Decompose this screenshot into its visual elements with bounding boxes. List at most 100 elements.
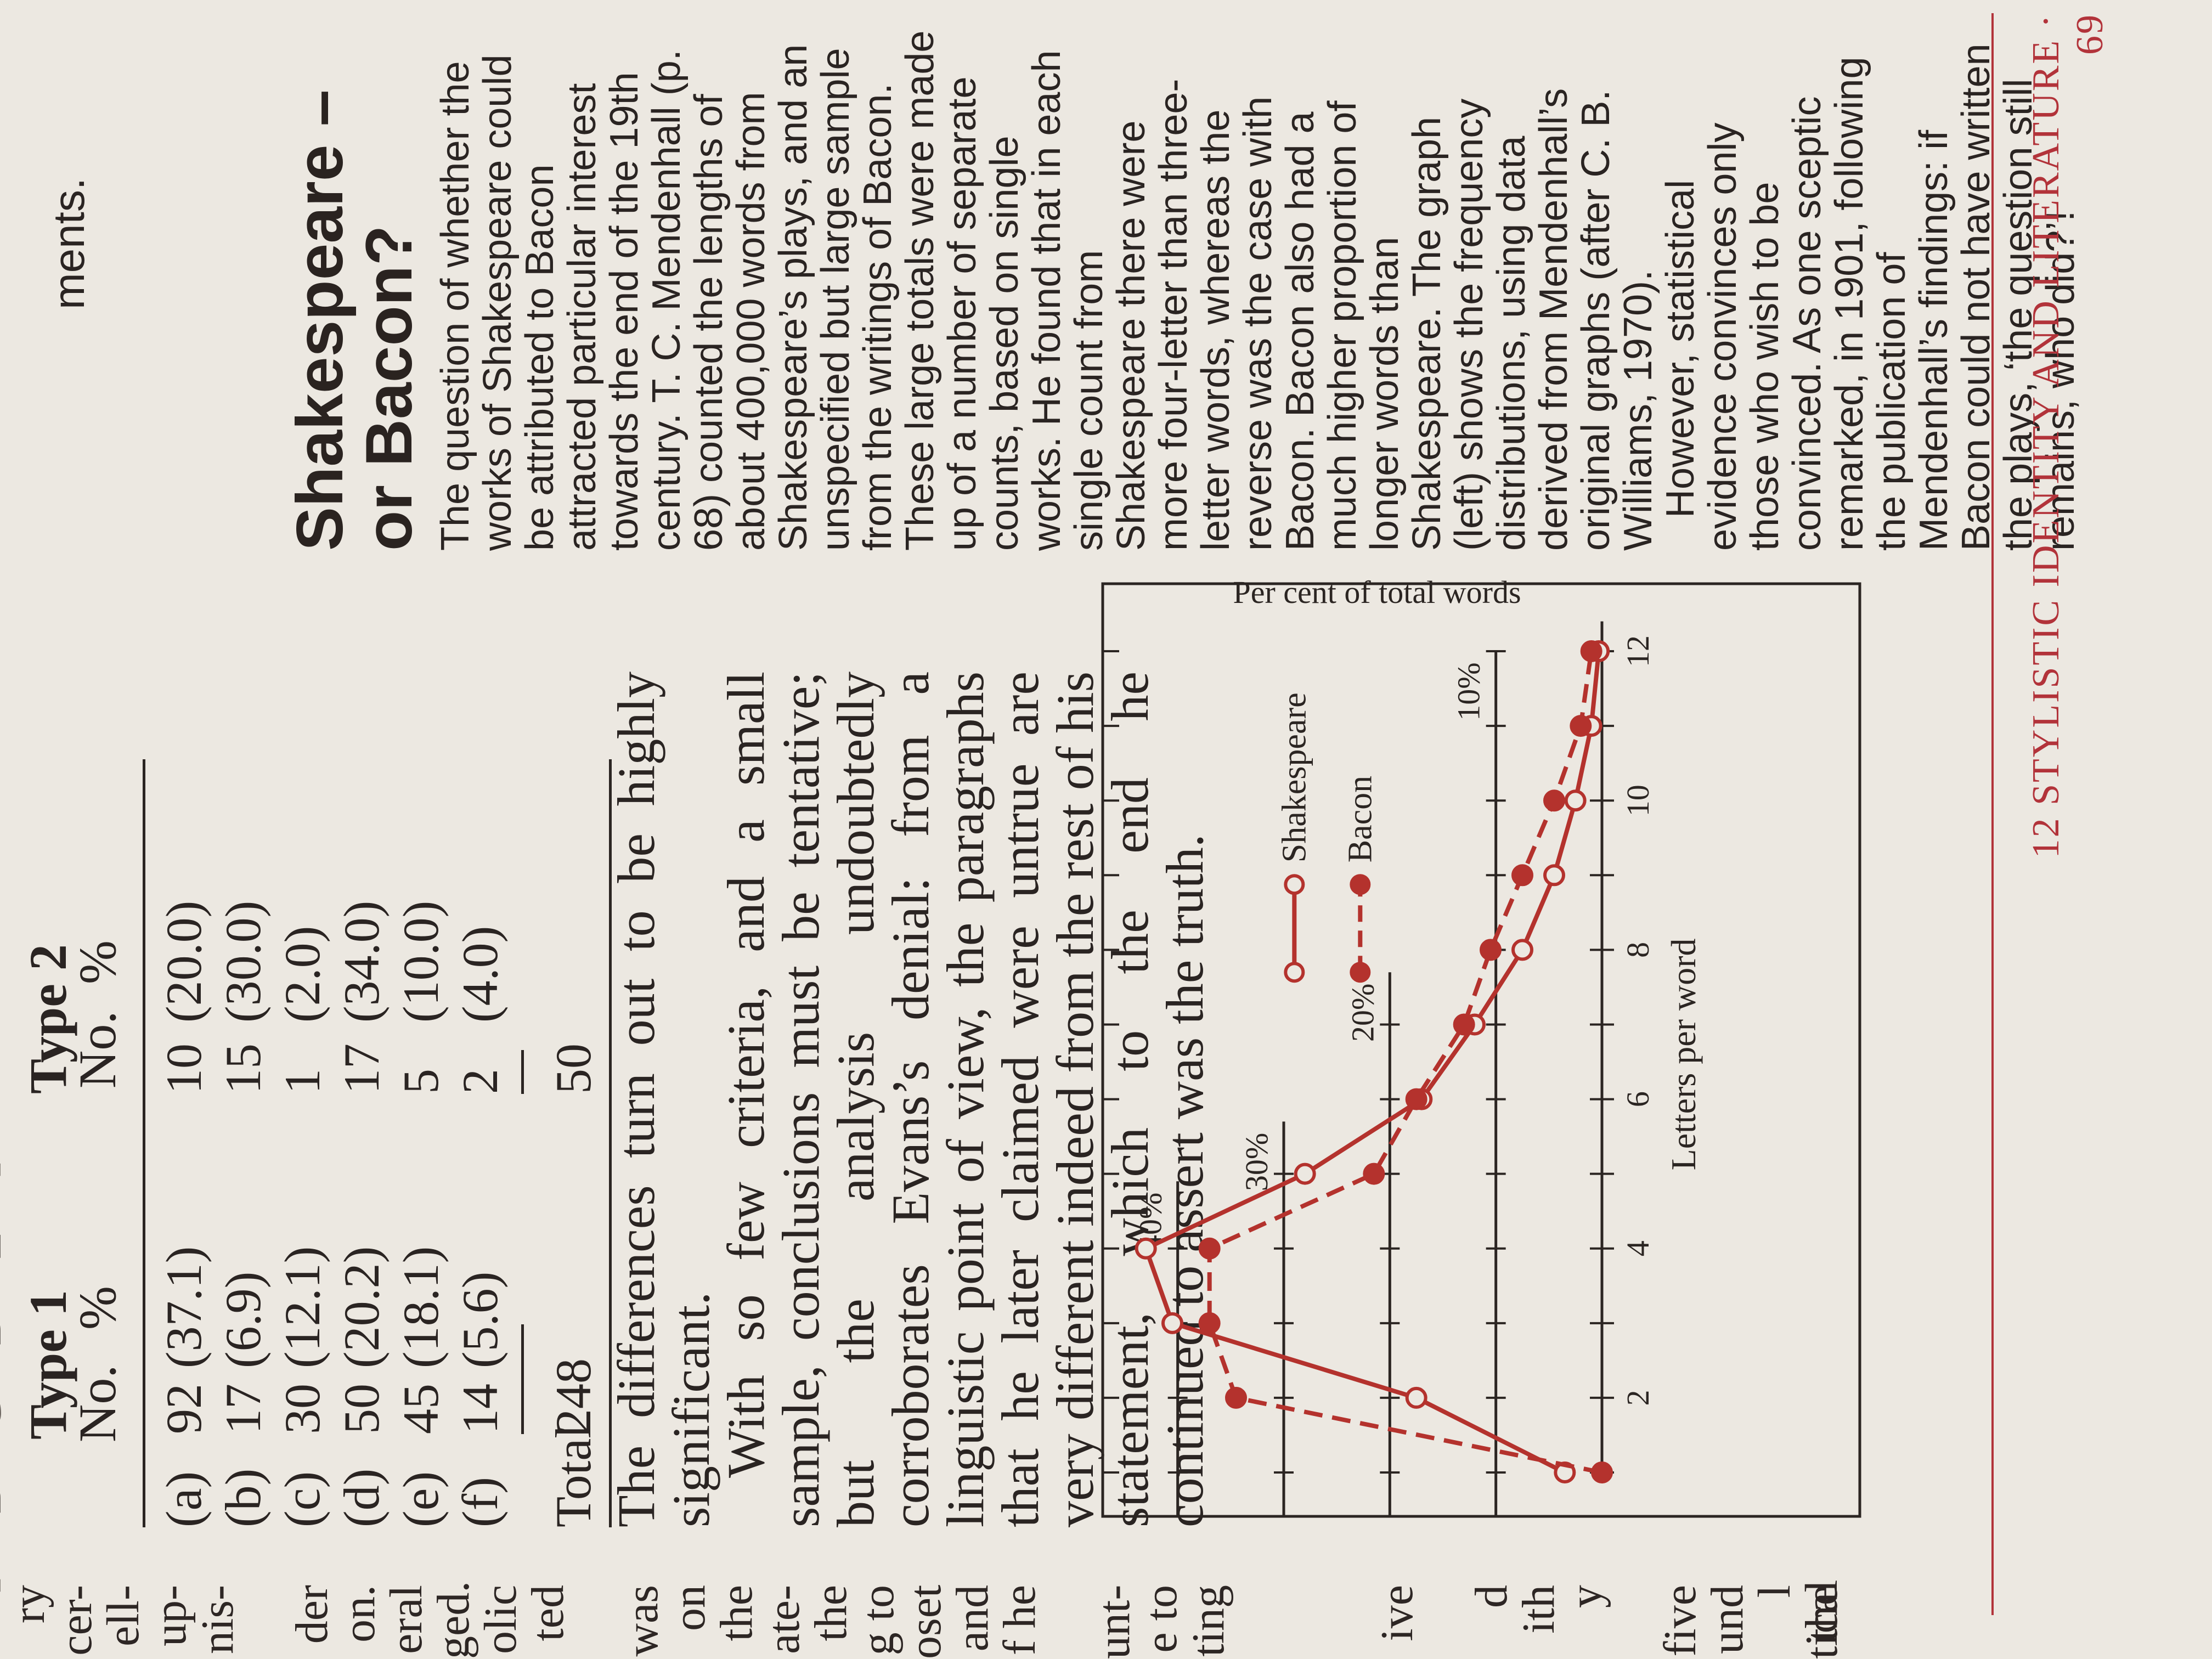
x-tick-label: 12 xyxy=(1620,635,1656,667)
fragment-line: f he xyxy=(994,1585,1045,1656)
legend-marker xyxy=(1350,874,1371,895)
table-cell-p2: (20.0) xyxy=(156,900,212,1023)
fragment-line: ive xyxy=(1372,1585,1423,1641)
data-point-bacon xyxy=(1453,1013,1475,1036)
table-cell-p2: (30.0) xyxy=(215,900,271,1023)
fragment-line: cer- xyxy=(50,1585,101,1656)
fragment-line: ith xyxy=(1513,1585,1564,1634)
fragment-line: olic xyxy=(475,1585,526,1654)
fragment-line xyxy=(1327,1585,1374,1659)
table-cell-n2: 5 xyxy=(393,1069,449,1094)
total-type2: 50 xyxy=(545,1043,601,1094)
data-point-shakespeare xyxy=(1564,789,1587,812)
table-row: (e) 45 (18.1) 5 (10.0) xyxy=(391,759,450,1527)
table-cell-p2: (10.0) xyxy=(393,900,449,1023)
table-cell-n2: 10 xyxy=(156,1043,212,1094)
fragment-line: tical xyxy=(1796,1579,1847,1659)
running-footer: 12 STYLISTIC IDENTITY AND LITERATURE · 6… xyxy=(2025,13,2111,859)
chart-frame xyxy=(1101,582,1861,1518)
data-point-bacon xyxy=(1198,1312,1221,1334)
fragment-line: ell- xyxy=(98,1585,149,1646)
table-top-rule xyxy=(143,759,145,1527)
series-line-bacon xyxy=(1207,651,1602,1475)
results-table: Type 1 No. % Type 2 No. % (a) 92 (37.1) 10(… xyxy=(19,759,625,1527)
fragment-line: on xyxy=(664,1585,715,1631)
legend-marker xyxy=(1284,874,1305,895)
data-point-shakespeare xyxy=(1405,1386,1427,1409)
sidebar-paragraph-1: The question of whether the works of Sha… xyxy=(433,30,1660,551)
x-tick-label: 2 xyxy=(1620,1390,1656,1406)
table-cell-n2: 1 xyxy=(274,1069,330,1094)
fragment-line: unt- xyxy=(1088,1584,1139,1659)
top-margin-letters: F B C D E F xyxy=(0,825,12,1593)
fragment-line: oset xyxy=(900,1584,951,1659)
data-point-bacon xyxy=(1198,1237,1221,1260)
sidebar-title-line-1: Shakespeare – xyxy=(283,89,357,551)
fragment-line: g to xyxy=(853,1585,904,1656)
fragment-line: ate- xyxy=(758,1585,809,1654)
fragment-line: und xyxy=(1702,1585,1753,1654)
fragment-line xyxy=(1043,1585,1091,1659)
x-tick-label: 6 xyxy=(1620,1091,1656,1107)
data-point-bacon xyxy=(1591,1462,1613,1483)
table-cell-p2: (2.0) xyxy=(274,926,330,1023)
table-cell-p1: (5.6) xyxy=(452,1271,508,1368)
table-cell-n1: 17 xyxy=(215,1384,271,1434)
data-point-bacon xyxy=(1580,640,1602,663)
table-cell-p1: (37.1) xyxy=(156,1246,212,1368)
fragment-line xyxy=(1232,1585,1279,1659)
fragment-line: y xyxy=(1560,1585,1611,1608)
table-cell-n2: 17 xyxy=(334,1043,390,1094)
data-point-bacon xyxy=(1543,789,1565,812)
table-cell-n1: 50 xyxy=(334,1384,390,1434)
fragment-line: up- xyxy=(145,1585,196,1646)
data-point-shakespeare xyxy=(1161,1312,1183,1334)
fragment-line xyxy=(1610,1585,1657,1659)
type1-pct-header: % xyxy=(68,1286,127,1330)
sidebar: Shakespeare – or Bacon? The question of … xyxy=(283,30,2083,551)
footer-rule xyxy=(1991,13,1994,1615)
data-point-bacon xyxy=(1570,715,1592,737)
y-tick-label: 20% xyxy=(1345,984,1380,1042)
series-line-shakespeare xyxy=(1143,651,1601,1475)
sidebar-title: Shakespeare – or Bacon? xyxy=(283,30,426,551)
type2-no-header: No. xyxy=(68,1011,127,1088)
total-type1: 248 xyxy=(545,1358,601,1434)
fragment-line: eral xyxy=(381,1585,432,1654)
table-cell-label: (a) xyxy=(156,1471,212,1527)
table-cell-n1: 14 xyxy=(452,1384,508,1434)
fragment-line: and xyxy=(947,1585,998,1652)
fragment-line: was xyxy=(617,1585,668,1657)
table-cell-p2: (4.0) xyxy=(452,926,508,1023)
word-length-chart: 2 4 6 8 10 12 Letters per word 10% 20% 30% 40% Shak… xyxy=(1092,573,1871,1527)
fragment-line: e to xyxy=(1136,1585,1187,1653)
x-tick-label: 8 xyxy=(1620,942,1656,958)
fragment-line: ted xyxy=(522,1585,573,1641)
type2-pct-header: % xyxy=(68,940,127,984)
table-cell-p2: (34.0) xyxy=(334,900,390,1023)
data-point-bacon xyxy=(1363,1163,1385,1185)
y-tick-label: 30% xyxy=(1239,1133,1274,1191)
table-cell-label: (d) xyxy=(334,1468,390,1527)
table-cell-p1: (18.1) xyxy=(393,1246,449,1368)
y-tick-label: 10% xyxy=(1451,662,1487,720)
fragment-line xyxy=(1279,1585,1327,1659)
data-point-shakespeare xyxy=(1511,939,1533,961)
table-cell-n2: 2 xyxy=(452,1069,508,1094)
table-cell-label: (e) xyxy=(393,1471,449,1527)
sidebar-title-line-2: or Bacon? xyxy=(352,225,426,551)
data-point-bacon xyxy=(1511,864,1533,887)
fragment-line xyxy=(572,1585,619,1659)
total-overline xyxy=(521,1324,524,1434)
data-point-bacon xyxy=(1480,939,1502,961)
fragment-line: der xyxy=(286,1585,337,1644)
sidebar-body: The question of whether the works of Sha… xyxy=(433,30,2083,551)
table-row: (f) 14 (5.6) 2 (4.0) xyxy=(450,759,509,1527)
x-axis-label: Letters per word xyxy=(1664,938,1703,1170)
table-cell-label: (c) xyxy=(274,1471,330,1527)
fragment-line: ged. xyxy=(428,1581,479,1659)
y-axis-label: Per cent of total words xyxy=(1233,574,1521,610)
x-tick-label: 4 xyxy=(1620,1240,1656,1256)
table-cell-p1: (12.1) xyxy=(274,1246,330,1368)
body-paragraph-1: The differences turn out to be highly si… xyxy=(607,672,720,1527)
